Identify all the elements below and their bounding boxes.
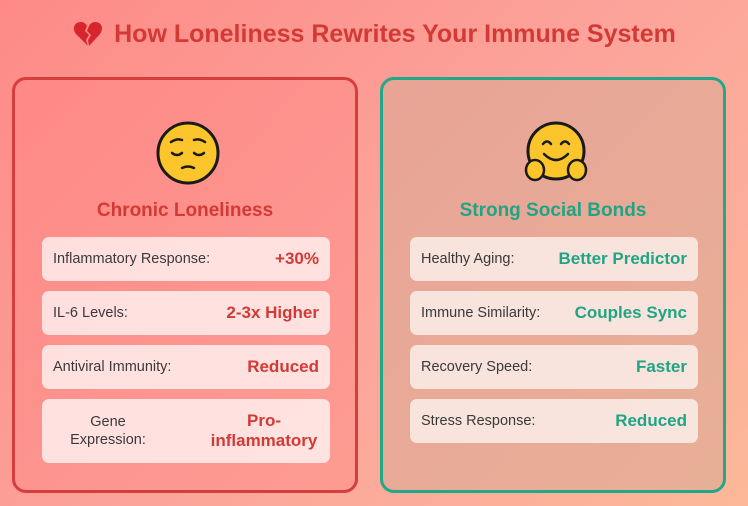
stat-value: Faster — [635, 357, 687, 376]
page-title-text: How Loneliness Rewrites Your Immune Syst… — [114, 19, 676, 48]
stat-label: IL-6 Levels: — [53, 305, 128, 321]
stat-label: Gene Expression: — [70, 414, 146, 448]
stat-row: Stress Response: Reduced — [410, 399, 698, 443]
stat-value: Reduced — [247, 357, 319, 376]
stat-row: Gene Expression: Pro-inflammatory — [42, 399, 330, 463]
stat-row: IL-6 Levels: 2-3x Higher — [42, 291, 330, 335]
stat-value: +30% — [275, 249, 319, 268]
pensive-face-icon — [155, 120, 221, 186]
stat-label: Recovery Speed: — [421, 359, 533, 375]
stat-row: Recovery Speed: Faster — [410, 345, 698, 389]
stat-row: Immune Similarity: Couples Sync — [410, 291, 698, 335]
panel-heading: Strong Social Bonds — [459, 200, 647, 221]
page-title: How Loneliness Rewrites Your Immune Syst… — [0, 14, 748, 54]
stat-row: Inflammatory Response: +30% — [42, 237, 330, 281]
stat-label: Healthy Aging: — [421, 251, 515, 267]
hugging-face-icon — [523, 120, 589, 186]
stat-row: Antiviral Immunity: Reduced — [42, 345, 330, 389]
chronic-loneliness-panel: Chronic Loneliness Inflammatory Response… — [12, 77, 358, 493]
panel-heading: Chronic Loneliness — [96, 200, 274, 221]
stat-value: Couples Sync — [574, 303, 687, 322]
broken-heart-icon — [72, 18, 104, 50]
stat-label: Antiviral Immunity: — [53, 359, 172, 375]
stat-value: Reduced — [615, 411, 687, 430]
stat-value: Better Predictor — [558, 249, 687, 268]
strong-social-bonds-panel: Strong Social Bonds Healthy Aging: Bette… — [380, 77, 726, 493]
stat-value: 2-3x Higher — [226, 303, 319, 322]
stat-label: Inflammatory Response: — [53, 251, 211, 267]
stat-row: Healthy Aging: Better Predictor — [410, 237, 698, 281]
stat-value: Pro-inflammatory — [210, 411, 318, 450]
stat-label: Stress Response: — [421, 413, 536, 429]
stat-label: Immune Similarity: — [421, 305, 541, 321]
